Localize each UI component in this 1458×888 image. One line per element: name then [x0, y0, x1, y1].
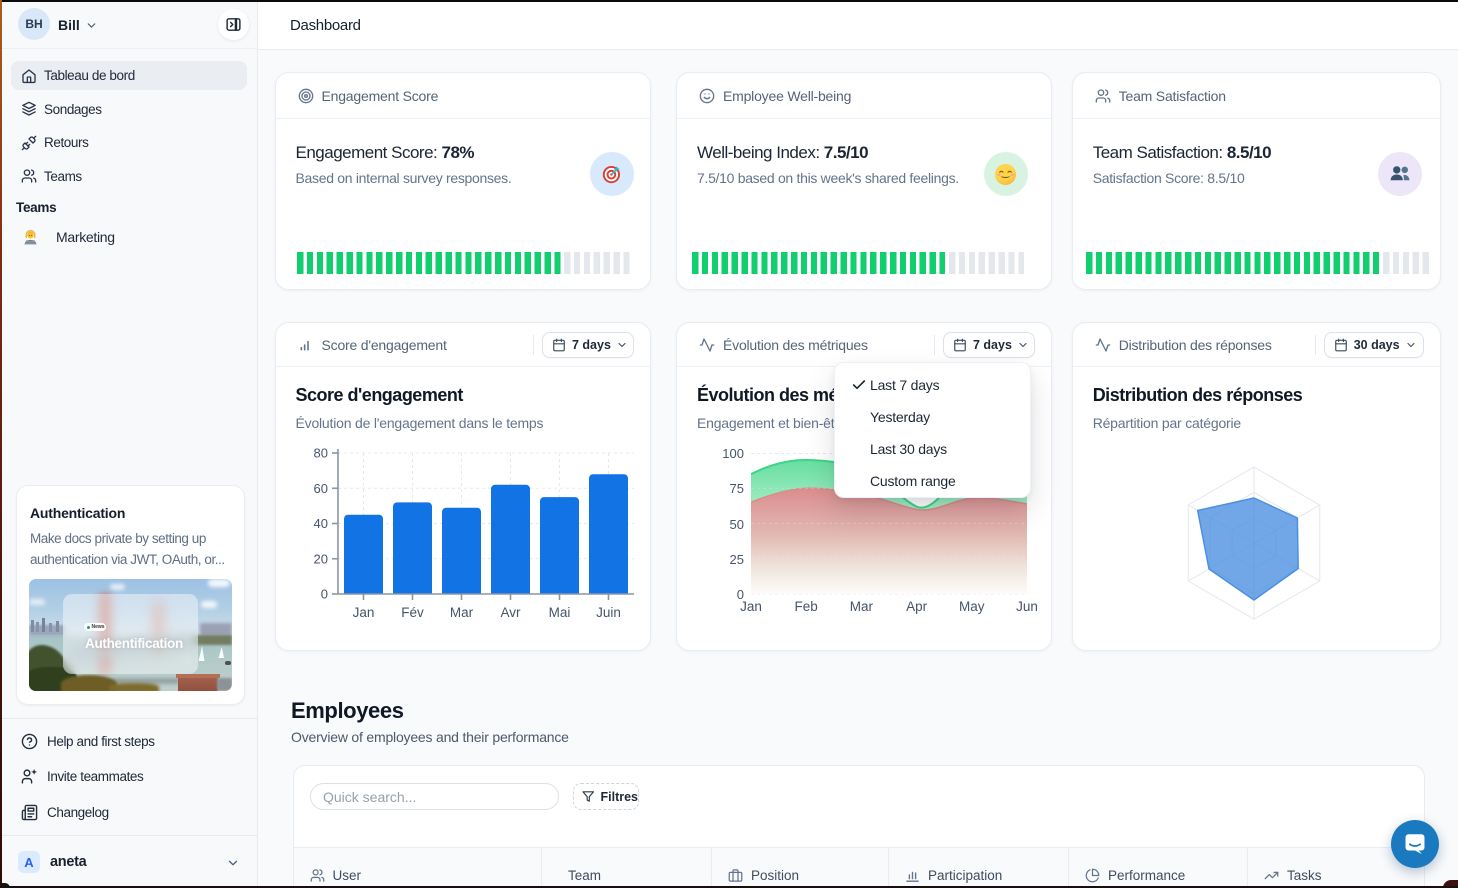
svg-text:40: 40	[313, 516, 327, 531]
svg-text:20: 20	[313, 551, 327, 566]
svg-text:80: 80	[313, 446, 327, 461]
svg-text:Jan: Jan	[352, 605, 374, 620]
svg-text:Fév: Fév	[401, 605, 424, 620]
svg-text:Juin: Juin	[596, 605, 621, 620]
svg-text:Mai: Mai	[548, 605, 570, 620]
svg-text:60: 60	[313, 481, 327, 496]
svg-text:Mar: Mar	[449, 605, 473, 620]
svg-text:Avr: Avr	[500, 605, 521, 620]
svg-text:0: 0	[320, 587, 327, 602]
